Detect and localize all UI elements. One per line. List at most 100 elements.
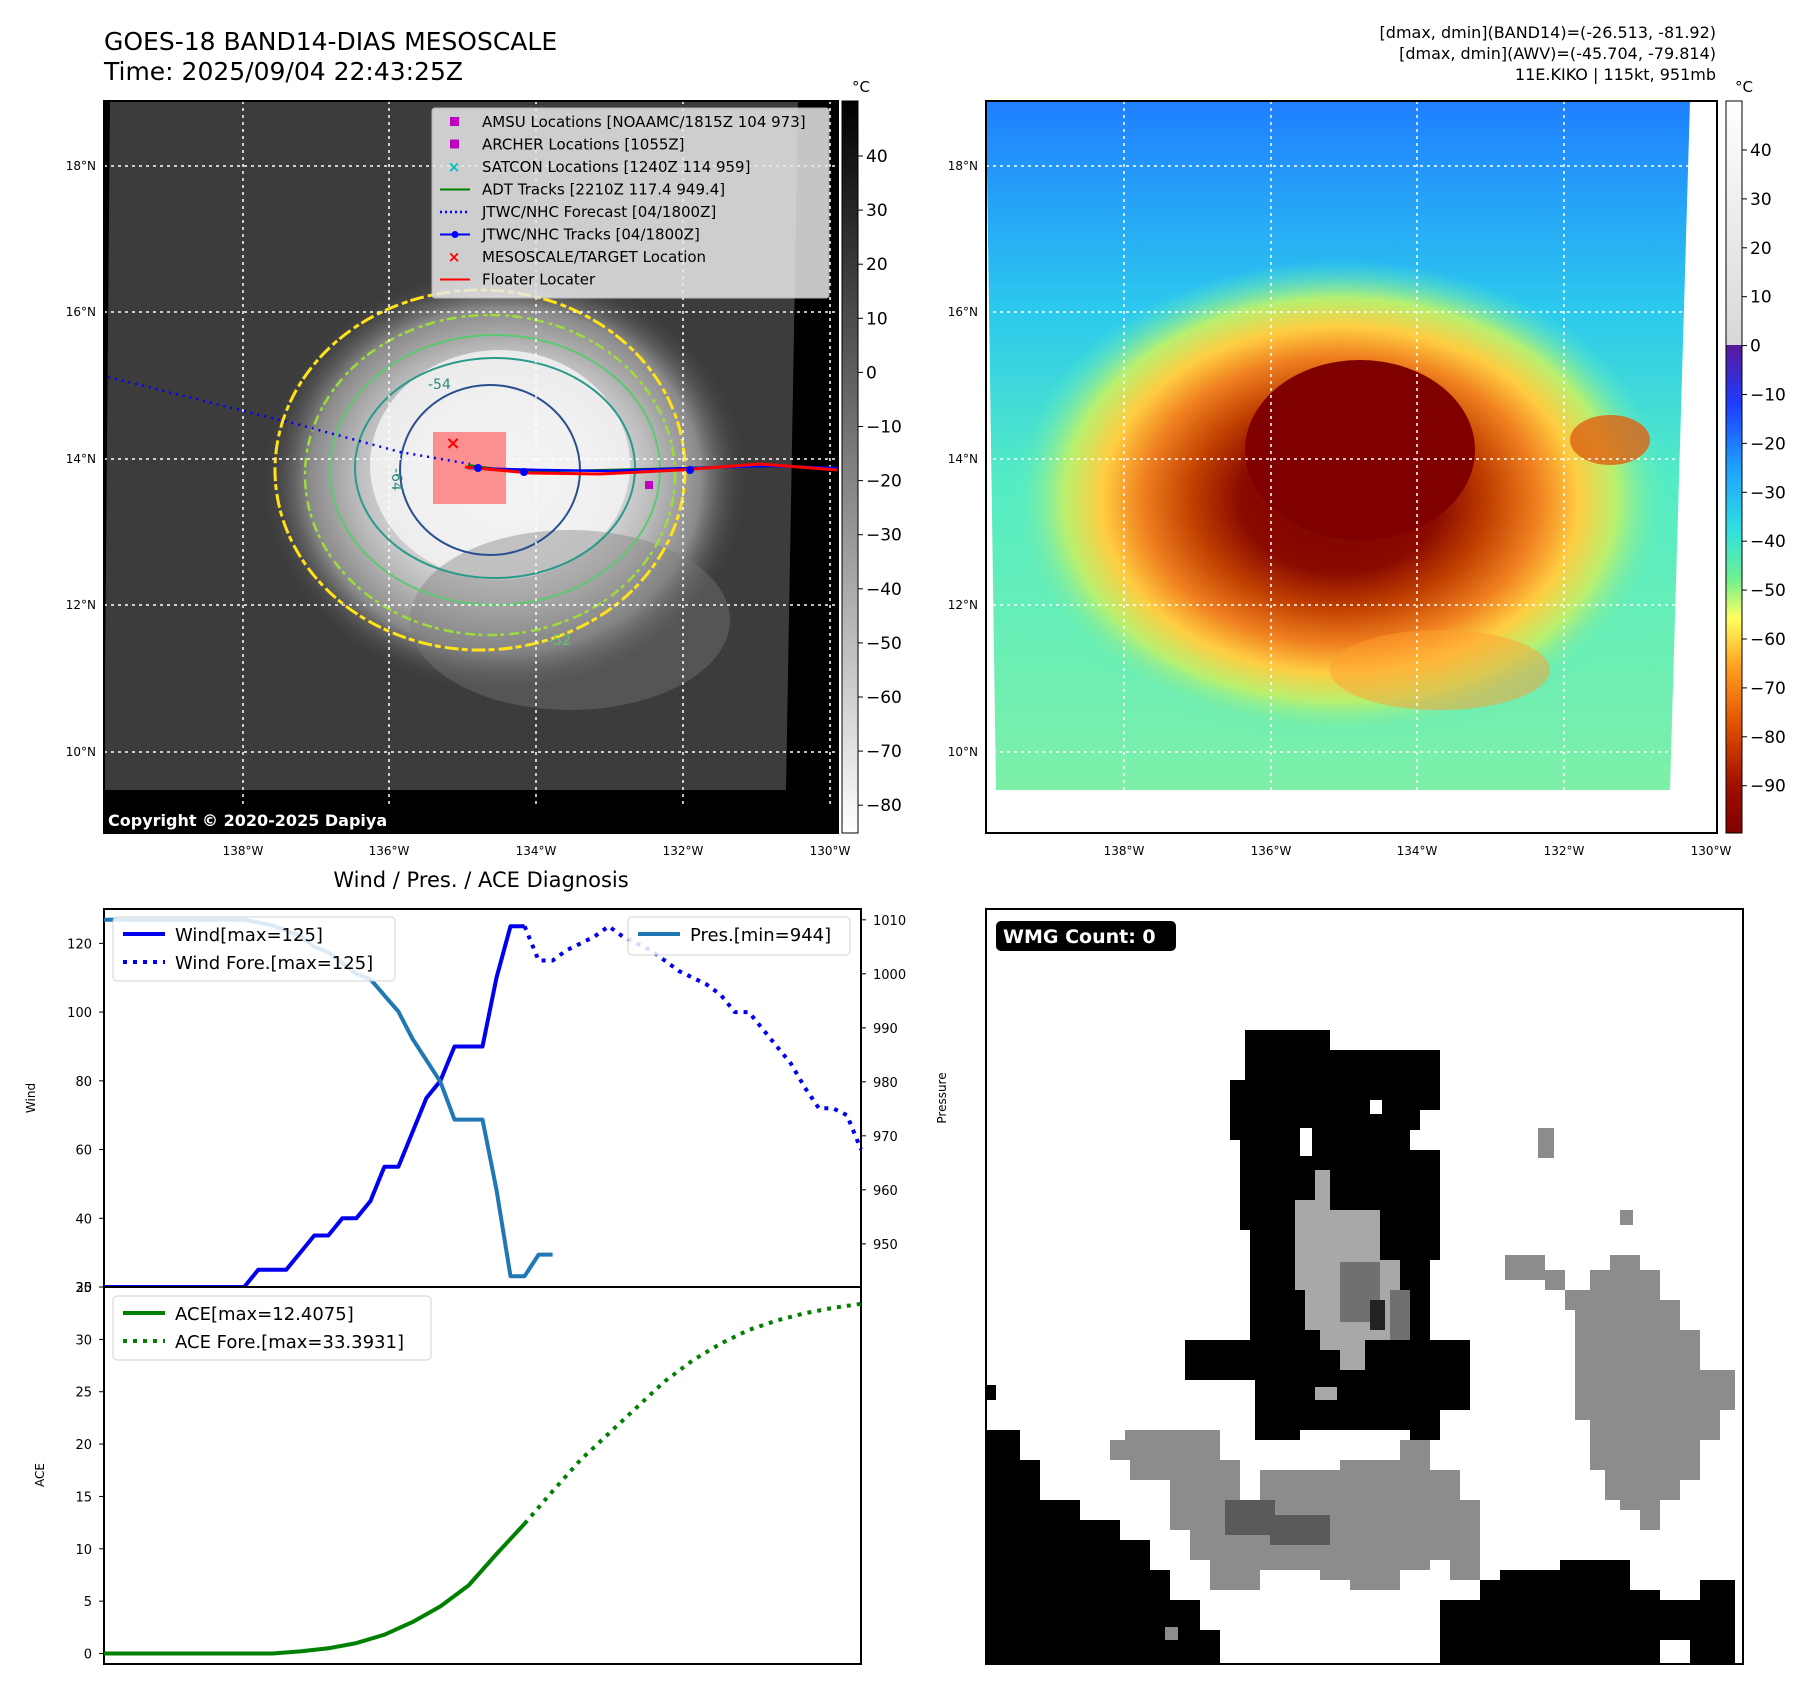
legend-entry: AMSU Locations [NOAAMC/1815Z 104 973] bbox=[450, 113, 806, 131]
ir-lat-label: 16°N bbox=[66, 305, 96, 319]
ir-lat-label: 12°N bbox=[66, 598, 96, 612]
ir-outer-band bbox=[410, 530, 730, 710]
ir-lon-label: 130°W bbox=[810, 844, 851, 858]
legend-box bbox=[431, 107, 830, 299]
ir-lat-label: 18°N bbox=[66, 159, 96, 173]
wmg-black-left bbox=[986, 1430, 1220, 1664]
legend-entry: ARCHER Locations [1055Z] bbox=[450, 136, 685, 154]
ir-legend: AMSU Locations [NOAAMC/1815Z 104 973] ARC… bbox=[431, 107, 830, 299]
storm-info-text: 11E.KIKO | 115kt, 951mb bbox=[1515, 65, 1716, 84]
colorbar-tick-label: −50 bbox=[1750, 581, 1786, 601]
wmg-spot bbox=[1165, 1627, 1178, 1640]
chart-legend-box bbox=[112, 916, 396, 982]
colorbar-tick-label: 20 bbox=[1750, 239, 1772, 259]
y2-tick-label: 970 bbox=[873, 1130, 898, 1145]
y-tick-label: 0 bbox=[84, 1648, 92, 1663]
colorbar-tick-label: 30 bbox=[1750, 190, 1772, 210]
diagnosis-title: Wind / Pres. / ACE Diagnosis bbox=[333, 868, 628, 892]
colorbar-tick-label: −80 bbox=[866, 796, 902, 816]
contour-label-52: -52 bbox=[548, 633, 571, 649]
legend-square-icon bbox=[450, 117, 459, 126]
y-tick-label: 120 bbox=[67, 937, 92, 952]
y-tick-label: 30 bbox=[75, 1333, 92, 1348]
map-ticks: 18°N 18°N 16°N 16°N 14°N 14°N 12°N 12°N 10°N 10°N… bbox=[66, 159, 1732, 858]
awv-lon-label: 130°W bbox=[1691, 844, 1732, 858]
y2-tick-label: 1000 bbox=[873, 968, 906, 983]
ir-lon-label: 138°W bbox=[223, 844, 264, 858]
awv-colorbar-warm bbox=[1726, 101, 1742, 345]
wmg-spot bbox=[1538, 1128, 1554, 1158]
colorbar-tick-label: −20 bbox=[866, 472, 902, 492]
awv-lat-label: 12°N bbox=[948, 598, 978, 612]
ace-axis-label: ACE bbox=[33, 1463, 47, 1487]
ir-colorbar-unit: °C bbox=[852, 78, 870, 96]
colorbar-tick-label: −90 bbox=[1750, 777, 1786, 797]
y-tick-label: 40 bbox=[75, 1212, 92, 1227]
wind-axis-label: Wind bbox=[24, 1083, 38, 1113]
colorbar-tick-label: −40 bbox=[1750, 532, 1786, 552]
target-marker: × bbox=[445, 433, 460, 454]
y-tick-label: 20 bbox=[75, 1438, 92, 1453]
figure-time: Time: 2025/09/04 22:43:25Z bbox=[103, 57, 463, 86]
colorbar-tick-label: 0 bbox=[1750, 337, 1761, 357]
chart-legend: Wind[max=125] Wind Fore.[max=125] bbox=[112, 916, 396, 982]
wmg-mid-gray bbox=[1390, 1290, 1410, 1340]
colorbar-tick-label: −20 bbox=[1750, 434, 1786, 454]
awv-lon-label: 132°W bbox=[1544, 844, 1585, 858]
contour-label-54: -54 bbox=[428, 377, 451, 393]
legend-label: AMSU Locations [NOAAMC/1815Z 104 973] bbox=[482, 113, 806, 131]
y-tick-label: 35 bbox=[75, 1281, 92, 1296]
colorbar-tick-label: 40 bbox=[866, 147, 888, 167]
awv-gridlines bbox=[986, 101, 1717, 833]
ir-lon-label: 136°W bbox=[369, 844, 410, 858]
wmg-hole bbox=[1300, 1128, 1312, 1156]
colorbar-tick-label: −80 bbox=[1750, 728, 1786, 748]
band14-range-text: [dmax, dmin](BAND14)=(-26.513, -81.92) bbox=[1380, 23, 1716, 42]
legend-entry: JTWC/NHC Forecast [04/1800Z] bbox=[440, 203, 716, 221]
wmg-gray-band bbox=[1110, 1430, 1480, 1590]
copyright-text: Copyright © 2020-2025 Dapiya bbox=[108, 811, 387, 830]
chart-legend-box bbox=[627, 916, 851, 956]
chart-legend: Pres.[min=944] bbox=[627, 916, 851, 956]
chart-legend: ACE[max=12.4075] ACE Fore.[max=33.3931] bbox=[112, 1295, 432, 1361]
chart-legend-label: Wind Fore.[max=125] bbox=[175, 953, 373, 974]
colorbar-tick-label: −40 bbox=[866, 580, 902, 600]
wmg-count-text: WMG Count: 0 bbox=[1003, 926, 1156, 948]
ir-lat-label: 10°N bbox=[66, 745, 96, 759]
awv-lon-label: 138°W bbox=[1104, 844, 1145, 858]
chart-legend-box bbox=[112, 1295, 432, 1361]
awv-frame bbox=[985, 100, 1718, 834]
awv-lat-label: 18°N bbox=[948, 159, 978, 173]
wmg-spot bbox=[1315, 1387, 1337, 1400]
awv-lon-label: 136°W bbox=[1251, 844, 1292, 858]
wmg-frame bbox=[985, 908, 1744, 1665]
legend-entry: JTWC/NHC Tracks [04/1800Z] bbox=[440, 226, 700, 244]
awv-lon-label: 134°W bbox=[1397, 844, 1438, 858]
chart-legend-label: ACE Fore.[max=33.3931] bbox=[175, 1332, 404, 1353]
legend-label: JTWC/NHC Forecast [04/1800Z] bbox=[481, 203, 716, 221]
awv-lat-label: 14°N bbox=[948, 452, 978, 466]
wmg-dark-band bbox=[1225, 1500, 1330, 1545]
y2-tick-label: 1010 bbox=[873, 914, 906, 929]
awv-colorbar-unit: °C bbox=[1735, 78, 1753, 96]
awv-outer-band bbox=[1330, 630, 1550, 710]
colorbar-tick-label: −50 bbox=[866, 634, 902, 654]
ir-frame bbox=[103, 100, 839, 834]
y2-tick-label: 960 bbox=[873, 1184, 898, 1199]
colorbar-tick-label: −70 bbox=[1750, 679, 1786, 699]
colorbar-tick-label: −10 bbox=[866, 418, 902, 438]
wmg-black-right bbox=[1440, 1560, 1735, 1664]
forecast-track bbox=[107, 375, 471, 466]
awv-lat-label: 10°N bbox=[948, 745, 978, 759]
ir-colorbar bbox=[841, 100, 859, 834]
ir-contour-lime bbox=[303, 313, 677, 637]
ir-panel: -54 -64 -52 × bbox=[103, 78, 902, 834]
colorbar-tick-label: 30 bbox=[866, 201, 888, 221]
colorbar-tick-label: 10 bbox=[866, 309, 888, 329]
legend-entry: × MESOSCALE/TARGET Location bbox=[448, 248, 706, 266]
wmg-spot bbox=[986, 1385, 996, 1400]
y2-tick-label: 950 bbox=[873, 1238, 898, 1253]
y-tick-label: 20 bbox=[75, 1281, 92, 1296]
ir-colorbar-ticks: 40 30 20 10 0 −10 −20 −30 −40 −50 −60 −70 −80 bbox=[858, 147, 902, 816]
colorbar-tick-label: 40 bbox=[1750, 141, 1772, 161]
